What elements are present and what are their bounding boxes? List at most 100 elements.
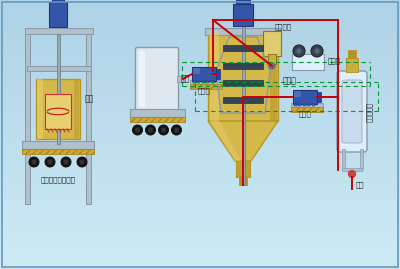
Bar: [36, 79, 80, 139]
Bar: [0, 158, 400, 159]
Text: 拉缸: 拉缸: [85, 94, 94, 104]
Bar: [303, 104, 306, 105]
Bar: [0, 193, 400, 194]
Bar: [0, 191, 400, 192]
Circle shape: [45, 157, 55, 167]
Bar: [0, 88, 400, 89]
Bar: [0, 8, 400, 9]
Bar: [0, 44, 400, 45]
Bar: [0, 102, 400, 103]
Bar: [0, 97, 400, 98]
Bar: [0, 111, 400, 112]
Bar: [0, 16, 400, 17]
Bar: [0, 10, 400, 11]
Bar: [0, 194, 400, 195]
Bar: [0, 198, 400, 199]
Bar: [0, 232, 400, 233]
Bar: [0, 0, 400, 1]
Bar: [0, 39, 400, 40]
Bar: [0, 129, 400, 130]
Bar: [0, 125, 400, 126]
Bar: [0, 98, 400, 99]
Bar: [268, 54, 276, 64]
Bar: [0, 101, 400, 102]
Bar: [0, 31, 400, 32]
Bar: [0, 92, 400, 93]
Bar: [0, 258, 400, 259]
Circle shape: [32, 160, 36, 164]
Bar: [0, 141, 400, 142]
Bar: [0, 61, 400, 62]
Circle shape: [158, 125, 168, 135]
Bar: [86, 29, 91, 204]
Bar: [45, 94, 71, 129]
FancyBboxPatch shape: [342, 80, 362, 143]
Bar: [0, 202, 400, 203]
Circle shape: [174, 128, 179, 132]
Bar: [0, 189, 400, 190]
Bar: [0, 91, 400, 92]
Bar: [0, 135, 400, 136]
Circle shape: [314, 48, 320, 54]
Bar: [236, 161, 250, 177]
Bar: [208, 31, 278, 121]
Bar: [0, 128, 400, 129]
Bar: [0, 256, 400, 257]
Bar: [0, 242, 400, 243]
Bar: [223, 63, 263, 69]
Bar: [0, 174, 400, 175]
Bar: [205, 28, 281, 35]
Bar: [0, 240, 400, 241]
Bar: [0, 257, 400, 258]
Bar: [0, 166, 400, 167]
Bar: [0, 119, 400, 120]
Bar: [0, 36, 400, 37]
Bar: [0, 64, 400, 65]
Bar: [342, 149, 344, 169]
Bar: [0, 188, 400, 189]
Bar: [0, 268, 400, 269]
Bar: [0, 196, 400, 197]
Bar: [0, 80, 400, 81]
Bar: [0, 251, 400, 252]
Bar: [0, 5, 400, 6]
Bar: [202, 81, 205, 83]
Bar: [0, 142, 400, 143]
Bar: [0, 21, 400, 22]
Bar: [0, 237, 400, 238]
Bar: [0, 48, 400, 49]
Bar: [0, 211, 400, 212]
Bar: [0, 54, 400, 55]
Bar: [22, 141, 94, 149]
Bar: [0, 144, 400, 145]
Bar: [0, 70, 400, 71]
Bar: [0, 212, 400, 213]
Bar: [192, 67, 216, 81]
Bar: [233, 4, 253, 26]
Bar: [223, 97, 263, 103]
Bar: [130, 117, 184, 122]
Bar: [0, 226, 400, 227]
Bar: [0, 103, 400, 104]
Bar: [216, 69, 220, 79]
Circle shape: [293, 45, 305, 57]
Bar: [0, 132, 400, 133]
Bar: [0, 58, 400, 59]
Bar: [177, 76, 183, 82]
Bar: [0, 53, 400, 54]
Bar: [0, 42, 400, 43]
Bar: [0, 173, 400, 174]
Bar: [0, 139, 400, 140]
Bar: [0, 99, 400, 100]
Bar: [0, 170, 400, 171]
Bar: [25, 28, 93, 34]
Bar: [0, 180, 400, 181]
Bar: [0, 25, 400, 26]
Bar: [0, 134, 400, 135]
Bar: [0, 32, 400, 33]
Bar: [52, 0, 64, 2]
Circle shape: [61, 157, 71, 167]
Bar: [0, 106, 400, 107]
Bar: [0, 219, 400, 220]
Bar: [0, 72, 400, 73]
